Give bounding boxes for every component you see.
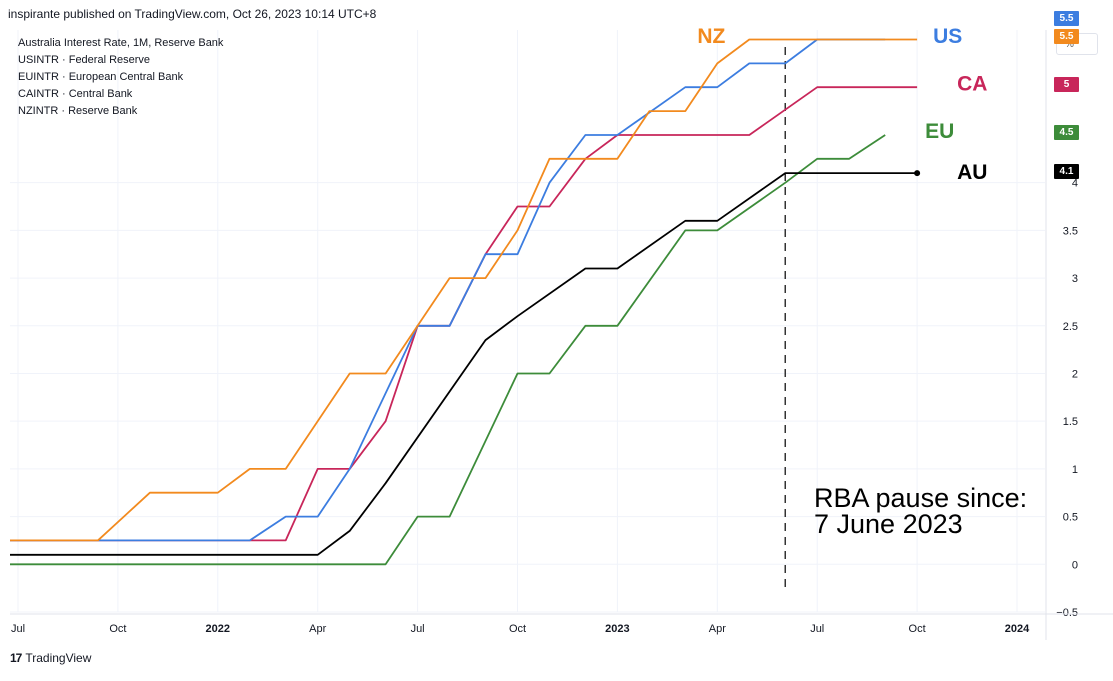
series-lines[interactable] bbox=[10, 38, 921, 566]
y-tick-label: 2.5 bbox=[1063, 321, 1078, 333]
y-tick-label: 1.5 bbox=[1063, 416, 1078, 428]
legend-item[interactable]: Australia Interest Rate, 1M, Reserve Ban… bbox=[18, 37, 224, 49]
x-tick-label: Apr bbox=[709, 623, 726, 635]
y-tick-label: 3 bbox=[1072, 273, 1078, 285]
au-end-dot bbox=[914, 170, 921, 177]
series-line-us[interactable] bbox=[10, 38, 886, 542]
x-tick-label: 2022 bbox=[206, 623, 230, 635]
x-tick-label: 2023 bbox=[605, 623, 629, 635]
series-label-nz: NZ bbox=[697, 25, 725, 48]
price-badge: 4.5 bbox=[1054, 124, 1079, 140]
legend-item[interactable]: NZINTR · Reserve Bank bbox=[18, 105, 138, 117]
annotation: RBA pause since: 7 June 2023 bbox=[814, 483, 1027, 539]
series-label-eu: EU bbox=[925, 120, 954, 143]
x-tick-label: 2024 bbox=[1005, 623, 1030, 635]
x-axis: Jul Oct 2022 Apr Jul Oct 2023 Apr Jul Oct 2024 bbox=[10, 613, 1113, 635]
legend-item[interactable]: USINTR · Federal Reserve bbox=[18, 54, 151, 66]
footer[interactable]: 17 TradingView bbox=[10, 651, 91, 665]
y-axis: 4 3.5 3 2.5 2 1.5 1 0.5 0 −0.5 bbox=[1045, 30, 1078, 640]
legend-item[interactable]: EUINTR · European Central Bank bbox=[18, 71, 184, 83]
annotation-line-1: RBA pause since: bbox=[814, 483, 1027, 513]
annotation-line-2: 7 June 2023 bbox=[814, 509, 963, 539]
y-tick-label: 4 bbox=[1072, 178, 1078, 190]
tradingview-logo-icon: 17 bbox=[10, 651, 22, 665]
series-line-eu[interactable] bbox=[10, 134, 886, 566]
legend-item[interactable]: CAINTR · Central Bank bbox=[18, 88, 133, 100]
price-badge: 5 bbox=[1054, 76, 1079, 92]
y-tick-label: 1 bbox=[1072, 464, 1078, 476]
legend: Australia Interest Rate, 1M, Reserve Ban… bbox=[18, 35, 223, 120]
x-tick-label: Jul bbox=[411, 623, 425, 635]
series-label-us: US bbox=[933, 25, 962, 48]
x-tick-label: Oct bbox=[909, 623, 926, 635]
series-line-ca[interactable] bbox=[10, 86, 918, 542]
y-tick-label: 0 bbox=[1072, 559, 1078, 571]
grid-lines bbox=[10, 30, 1045, 613]
x-tick-label: Oct bbox=[509, 623, 526, 635]
y-tick-label: −0.5 bbox=[1056, 607, 1078, 619]
x-tick-label: Jul bbox=[11, 623, 25, 635]
x-tick-label: Oct bbox=[109, 623, 126, 635]
publish-info: inspirante published on TradingView.com,… bbox=[8, 7, 377, 21]
series-line-au[interactable] bbox=[10, 172, 918, 556]
y-tick-label: 3.5 bbox=[1063, 225, 1078, 237]
series-label-ca: CA bbox=[957, 72, 987, 95]
series-label-au: AU bbox=[957, 161, 987, 184]
brand-name: TradingView bbox=[25, 651, 92, 665]
series-line-nz[interactable] bbox=[10, 38, 918, 542]
price-badge: 5.5 bbox=[1054, 11, 1079, 27]
x-tick-label: Jul bbox=[810, 623, 824, 635]
y-tick-label: 2 bbox=[1072, 368, 1078, 380]
x-tick-label: Apr bbox=[309, 623, 326, 635]
price-badge: 4.1 bbox=[1054, 163, 1079, 179]
y-tick-label: 0.5 bbox=[1063, 512, 1078, 524]
price-badge: 5.5 bbox=[1054, 29, 1079, 45]
